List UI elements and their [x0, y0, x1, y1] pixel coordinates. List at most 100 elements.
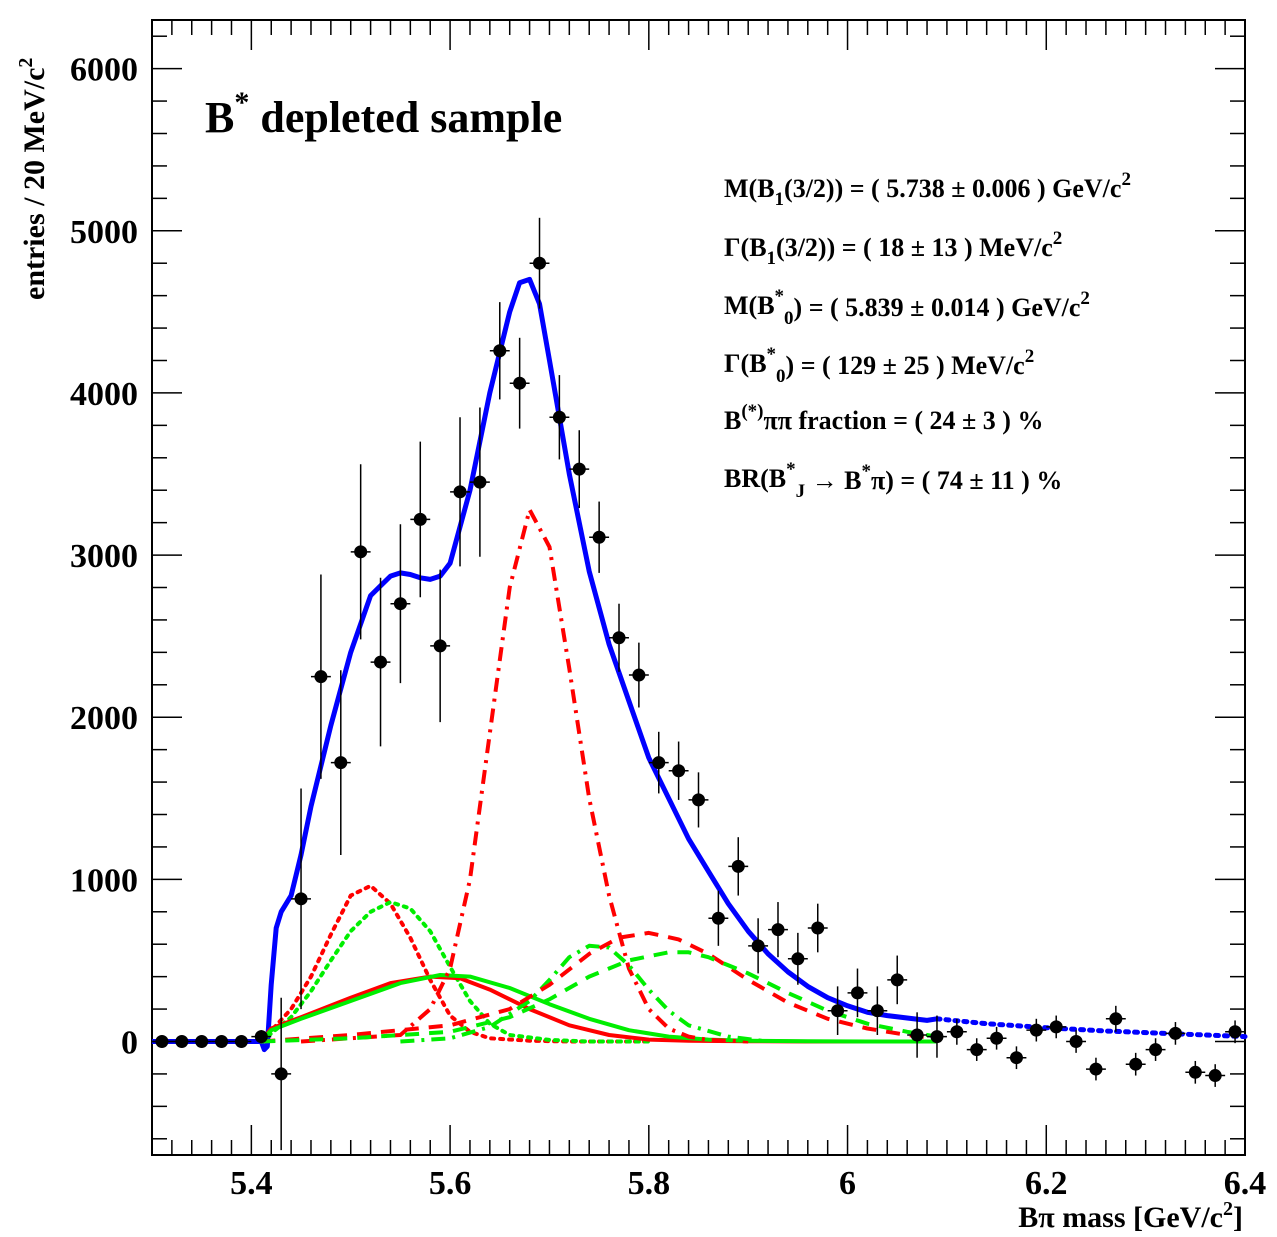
marker: [473, 475, 487, 489]
curve-green-dashed: [261, 950, 938, 1044]
data-point: [609, 603, 629, 672]
marker: [592, 530, 606, 544]
data-point: [390, 524, 411, 684]
fit-results: M(B1(3/2)) = ( 5.738 ± 0.006 ) GeV/c2 Γ(B…: [724, 169, 1131, 502]
data-point: [231, 1035, 252, 1048]
marker: [1009, 1051, 1023, 1065]
x-tick-label: 6.4: [1224, 1165, 1267, 1202]
y-tick-label: 6000: [70, 52, 138, 89]
data-point: [807, 903, 828, 953]
marker: [910, 1028, 924, 1042]
data-point: [1205, 1064, 1226, 1087]
marker: [850, 986, 864, 1000]
data-point: [768, 902, 788, 958]
data-point: [966, 1038, 987, 1061]
data-point: [271, 997, 292, 1151]
marker: [1109, 1012, 1123, 1026]
curve-red-dash-dot: [300, 507, 749, 1044]
marker: [950, 1025, 964, 1039]
marker: [234, 1035, 248, 1048]
data-point: [1125, 1052, 1146, 1076]
y-axis-title: entries / 20 MeV/c2: [15, 58, 51, 300]
data-point: [370, 577, 391, 747]
fit-result-line: M(B1(3/2)) = ( 5.738 ± 0.006 ) GeV/c2: [724, 169, 1131, 210]
data-point: [569, 430, 590, 509]
data-point: [748, 918, 769, 974]
marker: [970, 1043, 984, 1057]
x-tick-label: 5.8: [628, 1165, 671, 1202]
data-point: [350, 464, 371, 640]
marker: [831, 1004, 845, 1018]
data-point: [1185, 1060, 1206, 1084]
curve-red-dashed: [261, 930, 938, 1044]
data-point: [628, 642, 649, 708]
marker: [890, 973, 904, 987]
data-point: [827, 986, 848, 1036]
marker: [652, 756, 666, 770]
data-point: [688, 772, 709, 828]
marker: [314, 670, 328, 684]
data-point: [787, 932, 808, 985]
data-point: [1086, 1057, 1106, 1081]
marker: [692, 793, 705, 807]
y-tick-label: 3000: [70, 538, 138, 575]
data-point: [330, 670, 351, 856]
marker: [1208, 1069, 1222, 1083]
data-point: [847, 968, 868, 1018]
data-point: [191, 1035, 212, 1048]
data-point: [648, 731, 669, 794]
marker: [433, 639, 447, 653]
marker: [1089, 1062, 1103, 1076]
marker: [672, 764, 686, 778]
marker: [612, 631, 626, 645]
marker: [1069, 1035, 1083, 1048]
marker: [195, 1035, 209, 1048]
marker: [632, 668, 646, 682]
data-point: [1026, 1018, 1047, 1042]
marker: [493, 344, 507, 358]
marker: [1228, 1025, 1242, 1039]
fit-result-line: Γ(B*0) = ( 129 ± 25 ) MeV/c2: [724, 344, 1034, 387]
data-point: [509, 337, 530, 429]
marker: [215, 1035, 229, 1048]
data-point: [450, 417, 470, 567]
y-tick-label: 0: [121, 1025, 138, 1062]
data-point: [668, 741, 689, 800]
marker: [572, 462, 586, 476]
data-point: [410, 441, 431, 598]
marker: [334, 756, 348, 770]
data-points: [152, 217, 1245, 1151]
data-point: [946, 1018, 967, 1045]
curve-total-fit: [152, 276, 938, 1053]
marker: [552, 410, 566, 424]
x-tick-label: 6.2: [1025, 1165, 1068, 1202]
data-point: [430, 569, 451, 723]
marker: [1168, 1026, 1182, 1040]
marker: [274, 1067, 288, 1081]
marker: [254, 1030, 268, 1044]
marker: [990, 1031, 1004, 1045]
marker: [413, 512, 427, 526]
data-point: [927, 1015, 947, 1058]
marker: [393, 597, 407, 611]
marker: [354, 545, 368, 559]
data-point: [887, 955, 908, 1005]
marker: [1149, 1043, 1163, 1057]
curve-green-dotted: [259, 900, 651, 1044]
x-tick-label: 5.4: [230, 1165, 273, 1202]
marker: [791, 952, 805, 966]
marker: [533, 256, 547, 270]
fit-result-line: Γ(B1(3/2)) = ( 18 ± 13 ) MeV/c2: [724, 228, 1062, 269]
fit-result-line: B(*)ππ fraction = ( 24 ± 3 ) %: [724, 401, 1043, 435]
data-point: [291, 788, 311, 1010]
data-point: [728, 837, 749, 896]
fit-result-line: M(B*0) = ( 5.839 ± 0.014 ) GeV/c2: [724, 286, 1090, 329]
data-point: [211, 1035, 232, 1048]
curve-dotted-tail: [934, 1016, 1248, 1040]
marker: [1129, 1057, 1143, 1071]
data-point: [251, 1030, 272, 1044]
data-point: [1046, 1015, 1067, 1039]
data-point: [1165, 1022, 1186, 1045]
axis-ticks: 5.4 5.6 5.8 6 6.2 6.4 0 1000 2000 3000 4000 5000 600…: [70, 20, 1266, 1202]
marker: [1029, 1023, 1043, 1037]
